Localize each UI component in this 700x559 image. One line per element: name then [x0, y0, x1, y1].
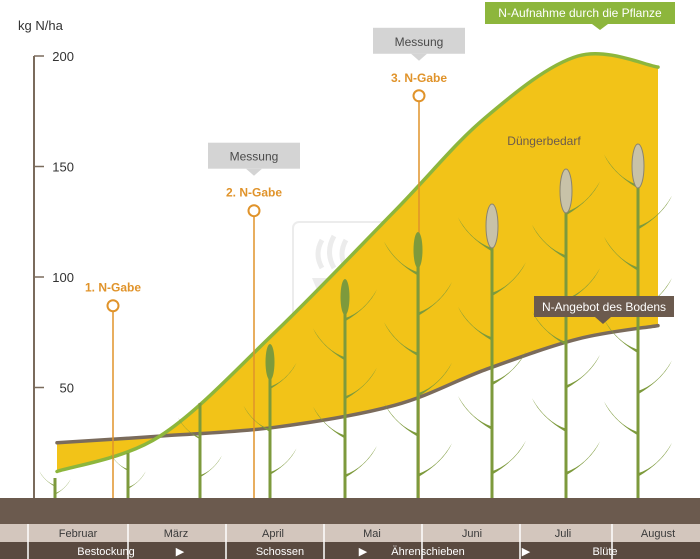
fertilizer-need-label: Düngerbedarf — [507, 134, 581, 148]
measurement-callout — [208, 142, 300, 169]
y-axis-label: kg N/ha — [18, 18, 64, 33]
month-band — [0, 524, 700, 542]
n-application-label: 1. N-Gabe — [85, 281, 141, 295]
stage-arrow-icon: ▶ — [359, 546, 368, 558]
y-tick-label: 150 — [52, 160, 74, 175]
wheat-plant-icon — [458, 203, 526, 498]
measurement-callout — [373, 27, 465, 54]
wheat-plant-icon — [384, 232, 452, 498]
month-label: Februar — [59, 528, 98, 540]
month-label: April — [262, 528, 284, 540]
stage-arrow-icon: ▶ — [176, 546, 185, 558]
stage-band — [0, 542, 700, 559]
wheat-plant-icon — [178, 403, 222, 498]
soil-series-name: N-Angebot des Bodens — [542, 300, 666, 314]
n-application-label: 3. N-Gabe — [391, 71, 447, 85]
measurement-callout-text: Messung — [230, 150, 279, 164]
n-application-point — [106, 299, 120, 313]
wheat-plant-icon — [604, 143, 672, 498]
wheat-plant-icon — [110, 453, 146, 498]
plant-uptake-line — [55, 51, 660, 474]
measurement-callout-tip — [246, 168, 262, 176]
measurement-callout-text: Messung — [395, 35, 444, 49]
stage-arrow-icon: ▶ — [522, 546, 531, 558]
n-application-label: 2. N-Gabe — [226, 186, 282, 200]
month-label: Juni — [462, 528, 482, 540]
month-label: März — [164, 528, 188, 540]
n-application-point — [247, 204, 261, 218]
growth-stage-label: Schossen — [256, 546, 304, 558]
wheat-plant-icon — [39, 471, 71, 498]
y-tick-label: 100 — [52, 270, 74, 285]
y-tick-label: 50 — [60, 381, 74, 396]
fertilizer-need-area — [57, 53, 658, 472]
growth-stage-label: Blüte — [592, 546, 617, 558]
growth-stage-label: Ährenschieben — [391, 546, 464, 558]
wheat-plant-icon — [243, 344, 297, 498]
soil-legend-label: N-Angebot des Bodens — [534, 296, 674, 324]
uptake-legend-label: N-Aufnahme durch die Pflanze — [485, 2, 675, 30]
month-label: Juli — [555, 528, 572, 540]
measurement-callout-tip — [411, 53, 427, 61]
soil-band — [0, 498, 700, 524]
uptake-series-name: N-Aufnahme durch die Pflanze — [498, 6, 662, 20]
n-application-point — [412, 89, 426, 103]
y-tick-label: 200 — [52, 49, 74, 64]
wheat-plant-icon — [313, 279, 377, 498]
month-label: August — [641, 528, 675, 540]
growth-stage-label: Bestockung — [77, 546, 134, 558]
month-label: Mai — [363, 528, 381, 540]
